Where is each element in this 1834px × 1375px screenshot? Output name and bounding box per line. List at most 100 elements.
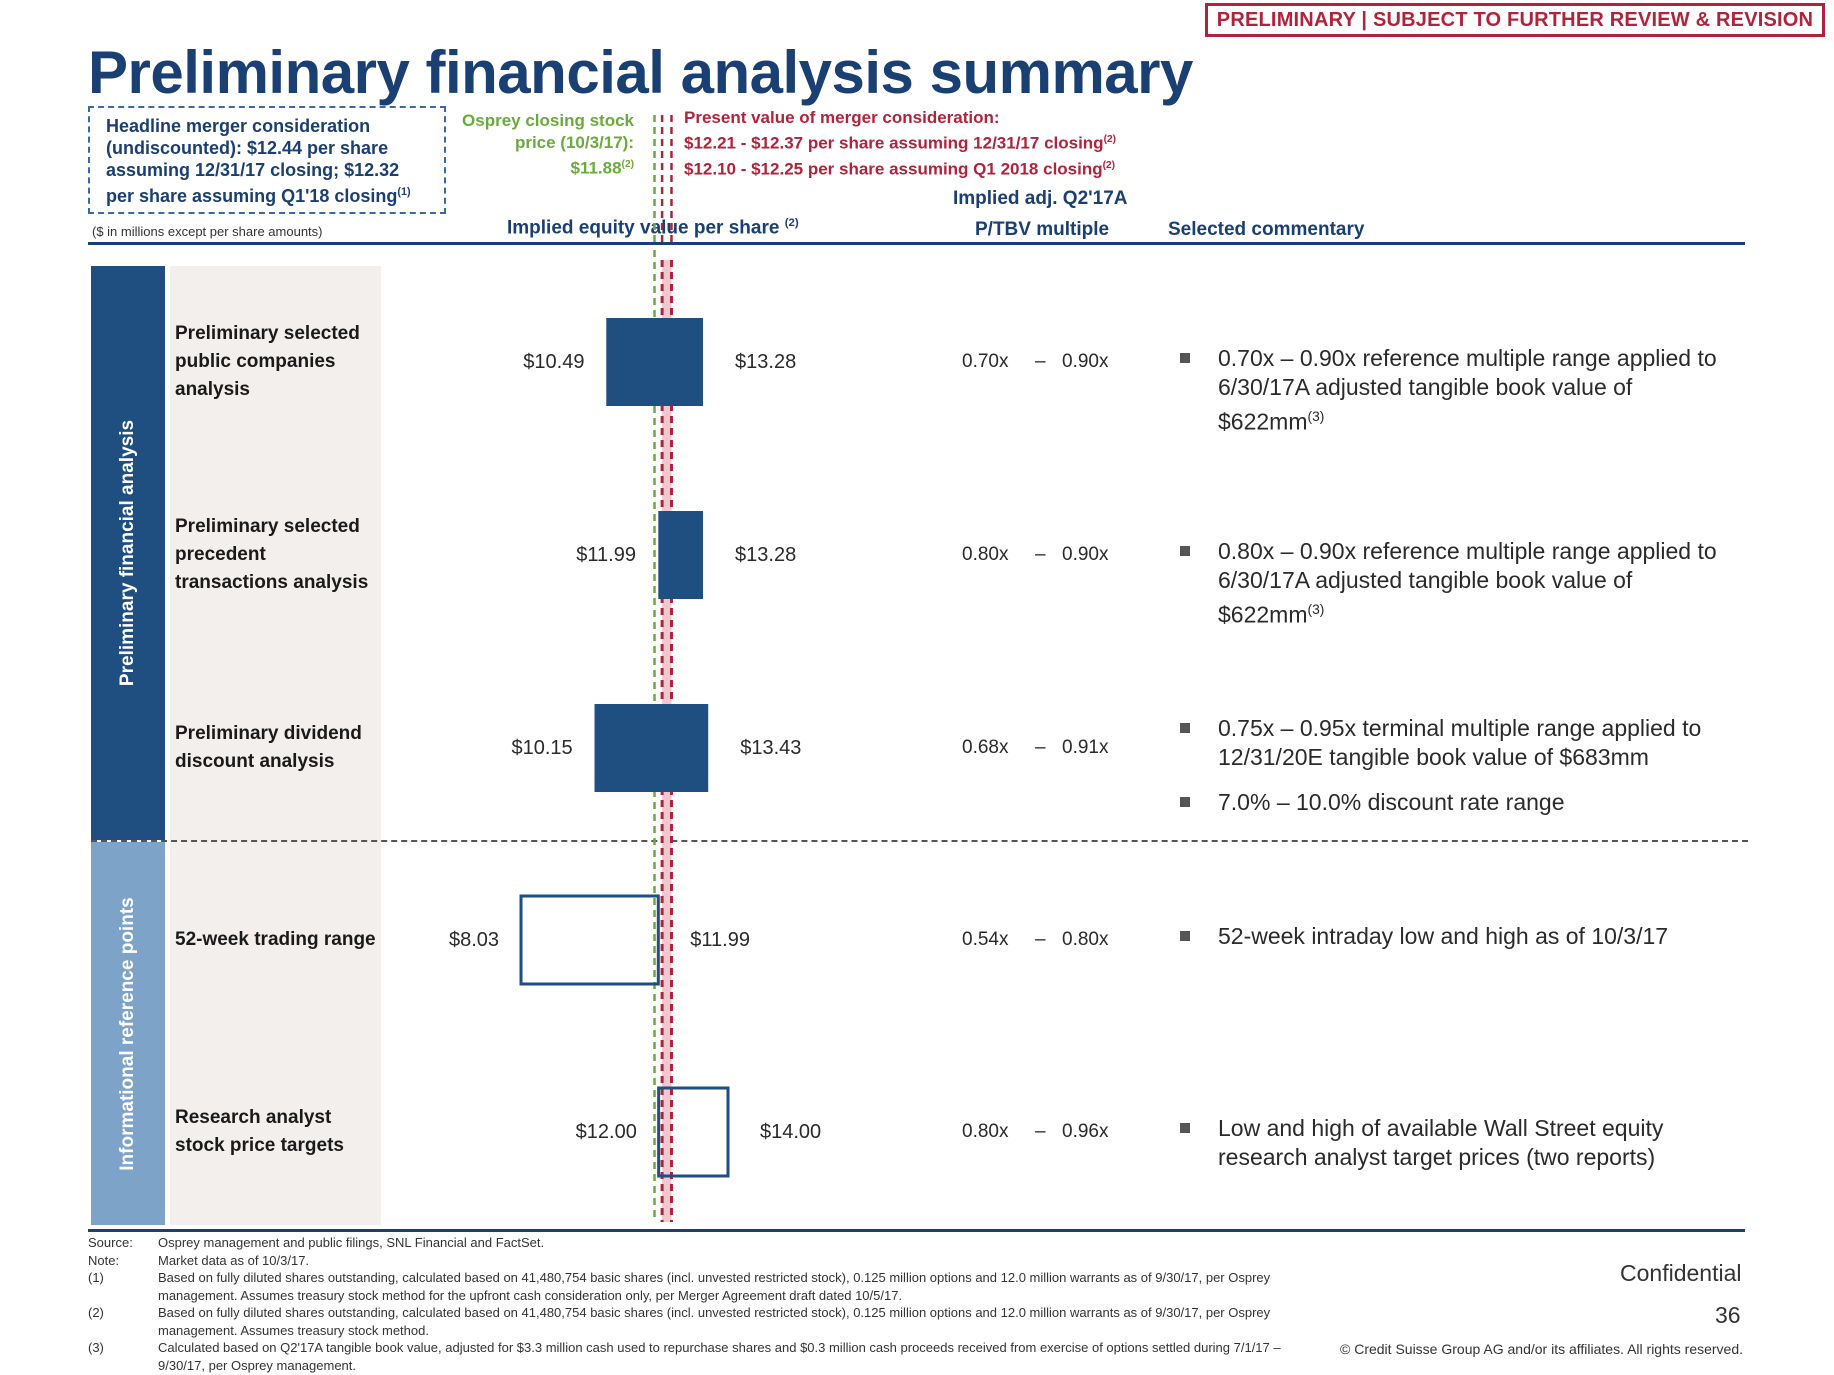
header-implied-sup: (2) (784, 217, 799, 229)
commentary-sup: (3) (1307, 602, 1325, 617)
footnote-key: (2) (88, 1305, 104, 1320)
commentary-text: 0.75x – 0.95x terminal multiple range ap… (1218, 715, 1702, 770)
row-label: Preliminary selected precedent transacti… (175, 516, 369, 593)
commentary-block: 52-week intraday low and high as of 10/3… (1180, 922, 1740, 951)
row-label: Preliminary dividend discount analysis (175, 723, 362, 772)
page-number: 36 (1715, 1302, 1741, 1328)
footnote-text: Osprey management and public filings, SN… (158, 1235, 545, 1250)
multiple-low: 0.70x (962, 351, 1009, 372)
multiple-high: 0.90x (1062, 544, 1109, 565)
high-value-label: $13.28 (735, 543, 797, 566)
low-value-label: $10.15 (511, 736, 573, 759)
commentary-text: Low and high of available Wall Street eq… (1218, 1115, 1664, 1170)
footnote-row: (1) Based on fully diluted shares outstan… (88, 1269, 1288, 1304)
footnote-key: (1) (88, 1270, 104, 1285)
commentary-item: 52-week intraday low and high as of 10/3… (1180, 922, 1740, 951)
footnote-key: Note: (88, 1252, 120, 1268)
range-bar (658, 511, 704, 599)
header-commentary: Selected commentary (1168, 219, 1365, 240)
footnote-text: Based on fully diluted shares outstandin… (158, 1270, 1271, 1303)
commentary-text: 52-week intraday low and high as of 10/3… (1218, 923, 1669, 949)
multiple-dash: – (1035, 1121, 1046, 1142)
bullet-icon (1180, 931, 1190, 941)
pv-line-2-sup: (2) (1103, 134, 1117, 145)
present-value-note: Present value of merger consideration: $… (684, 107, 1116, 180)
copyright: © Credit Suisse Group AG and/or its affi… (1340, 1341, 1744, 1357)
confidential-label: Confidential (1620, 1260, 1742, 1286)
high-value-label: $13.28 (735, 350, 797, 373)
pv-line-2: $12.21 - $12.37 per share assuming 12/31… (684, 133, 1104, 153)
low-value-label: $10.49 (523, 350, 585, 373)
row-label-background (170, 266, 381, 1225)
osprey-price-sup: (2) (621, 159, 634, 170)
bullet-icon (1180, 723, 1190, 733)
range-bar (519, 894, 660, 986)
headline-merger-text: Headline merger consideration (undiscoun… (106, 116, 400, 206)
row-label: 52-week trading range (175, 929, 376, 950)
commentary-item: Low and high of available Wall Street eq… (1180, 1114, 1740, 1172)
commentary-sup: (3) (1307, 409, 1325, 424)
range-bar (606, 318, 704, 406)
commentary-text: 0.80x – 0.90x reference multiple range a… (1218, 538, 1717, 628)
multiple-low: 0.80x (962, 1121, 1009, 1142)
low-value-label: $11.99 (576, 543, 636, 566)
footnote-row: Note: Market data as of 10/3/17. (88, 1252, 1288, 1270)
high-value-label: $14.00 (760, 1120, 822, 1143)
page-title: Preliminary financial analysis summary (88, 39, 1193, 106)
pv-line-1: Present value of merger consideration: (684, 108, 1000, 127)
footnote-text: Calculated based on Q2'17A tangible book… (158, 1340, 1281, 1373)
section-separator (91, 840, 1748, 842)
footnote-row: (2) Based on fully diluted shares outstan… (88, 1304, 1288, 1339)
multiple-dash: – (1035, 737, 1046, 758)
commentary-item: 0.70x – 0.90x reference multiple range a… (1180, 344, 1740, 437)
footnote-row: Source: Osprey management and public fili… (88, 1234, 1288, 1252)
multiple-dash: – (1035, 929, 1046, 950)
osprey-price-text: Osprey closing stock price (10/3/17): $1… (462, 111, 634, 178)
footnote-key: (3) (88, 1340, 104, 1355)
commentary-item: 0.80x – 0.90x reference multiple range a… (1180, 537, 1740, 630)
bullet-icon (1180, 546, 1190, 556)
multiple-high: 0.80x (1062, 929, 1109, 950)
bullet-icon (1180, 1123, 1190, 1133)
row-label: Preliminary selected public companies an… (175, 323, 360, 400)
footnote-text: Market data as of 10/3/17. (158, 1252, 310, 1268)
commentary-block: 0.80x – 0.90x reference multiple range a… (1180, 537, 1740, 630)
header-implied-equity: Implied equity value per share (2) (507, 217, 799, 239)
multiple-low: 0.80x (962, 544, 1009, 565)
row-label: Research analyst stock price targets (175, 1107, 344, 1156)
commentary-text: 0.70x – 0.90x reference multiple range a… (1218, 345, 1717, 435)
low-value-label: $8.03 (449, 928, 500, 951)
range-bar (657, 1086, 730, 1178)
commentary-block: 0.75x – 0.95x terminal multiple range ap… (1180, 714, 1740, 817)
multiple-low: 0.54x (962, 929, 1009, 950)
band-informational-reference: Informational reference points (91, 842, 165, 1225)
footnotes: Source: Osprey management and public fili… (88, 1234, 1288, 1374)
multiple-dash: – (1035, 351, 1046, 372)
footnote-key: Source: (88, 1235, 133, 1250)
high-value-label: $13.43 (740, 736, 802, 759)
commentary-text: 7.0% – 10.0% discount rate range (1218, 789, 1565, 815)
high-value-label: $11.99 (690, 928, 750, 951)
bullet-icon (1180, 353, 1190, 363)
header-ptbv-line1: Implied adj. Q2'17A (953, 188, 1128, 209)
low-value-label: $12.00 (575, 1120, 637, 1143)
range-bar (594, 704, 709, 792)
commentary-item: 7.0% – 10.0% discount rate range (1180, 788, 1740, 817)
footnote-row: (3) Calculated based on Q2'17A tangible b… (88, 1339, 1288, 1374)
multiple-high: 0.96x (1062, 1121, 1109, 1142)
footnote-text: Based on fully diluted shares outstandin… (158, 1305, 1271, 1338)
headline-merger-box: Headline merger consideration (undiscoun… (88, 106, 446, 214)
multiple-dash: – (1035, 544, 1046, 565)
commentary-block: 0.70x – 0.90x reference multiple range a… (1180, 344, 1740, 437)
headline-merger-sup: (1) (397, 186, 411, 198)
commentary-block: Low and high of available Wall Street eq… (1180, 1114, 1740, 1172)
preliminary-banner: PRELIMINARY | SUBJECT TO FURTHER REVIEW … (1205, 3, 1825, 37)
multiple-low: 0.68x (962, 737, 1009, 758)
bullet-icon (1180, 797, 1190, 807)
band-preliminary-analysis: Preliminary financial analysis (91, 266, 165, 840)
units-note: ($ in millions except per share amounts) (92, 224, 323, 239)
multiple-high: 0.91x (1062, 737, 1109, 758)
commentary-item: 0.75x – 0.95x terminal multiple range ap… (1180, 714, 1740, 772)
header-rule (88, 242, 1745, 245)
